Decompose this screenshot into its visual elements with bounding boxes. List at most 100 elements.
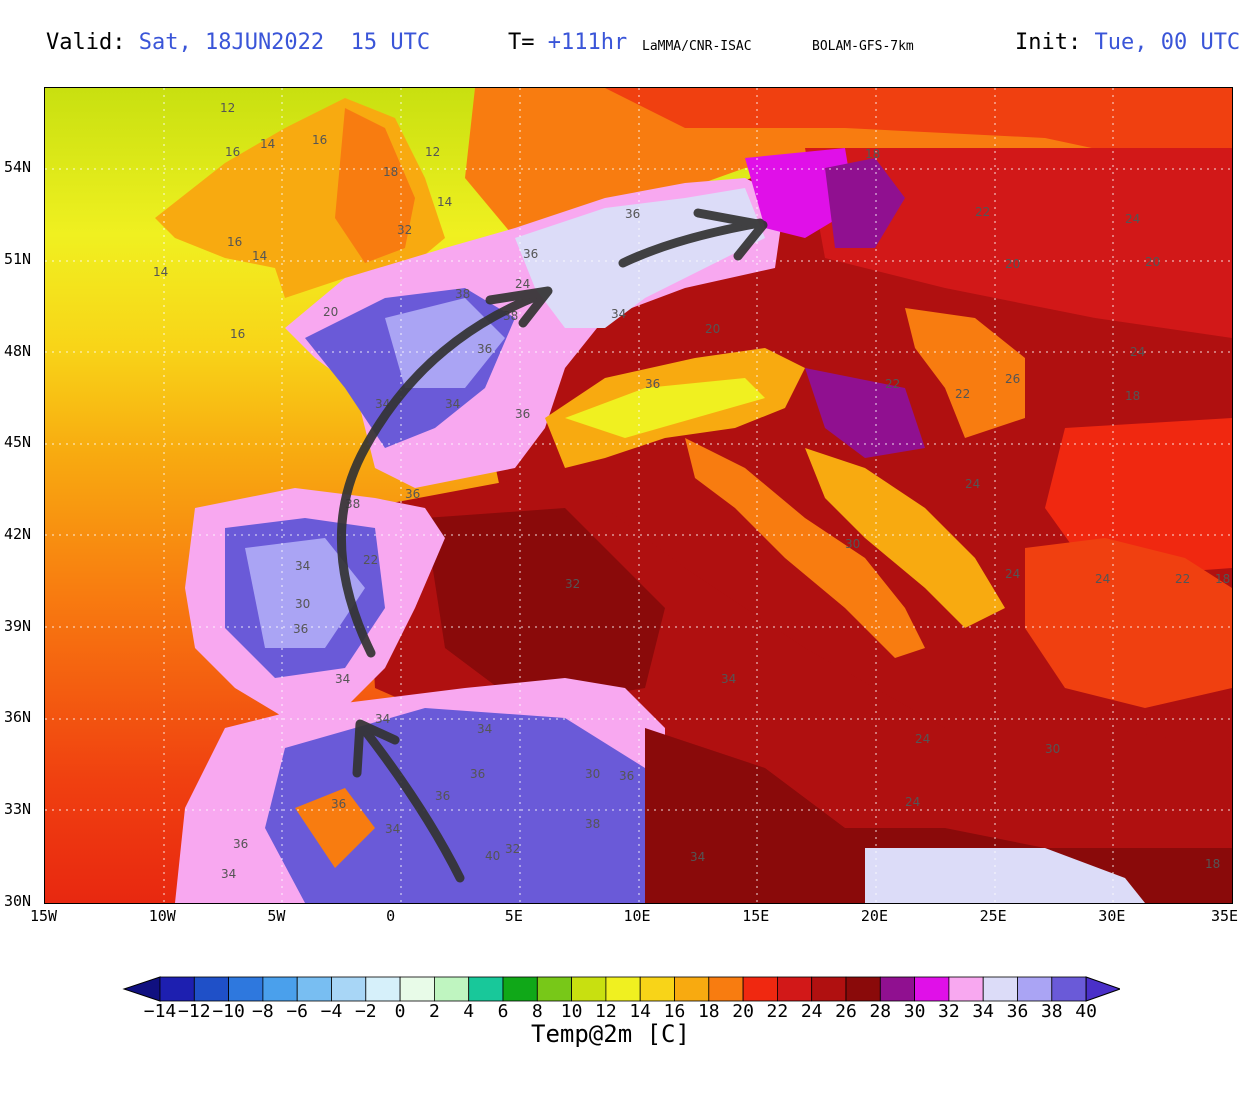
map-svg: 12 16 14 16 12 18 14 16 14 14 32 36 36 38 36 34 38 34 36 36…	[45, 88, 1232, 903]
contour-label: 34	[221, 867, 236, 881]
lon-tick-label: 5E	[504, 907, 523, 925]
lat-tick-label: 45N	[4, 433, 32, 451]
colorbar-tick-label: 26	[835, 1001, 857, 1022]
contour-label: 20	[1005, 257, 1020, 271]
colorbar-swatch	[159, 976, 195, 1002]
arrowhead-germany	[693, 208, 768, 261]
contour-label: 24	[1125, 212, 1140, 226]
colorbar-tick-label: −2	[354, 1001, 377, 1022]
contour-label: 30	[295, 597, 310, 611]
contour-label: 14	[153, 265, 168, 279]
contour-label: 34	[375, 712, 390, 726]
t-label: T=	[508, 30, 535, 55]
colorbar-title: Temp@2m [C]	[531, 1020, 690, 1048]
contour-label: 12	[220, 101, 235, 115]
contour-label: 24	[965, 477, 980, 491]
contour-label: 24	[515, 277, 530, 291]
colorbar-swatch	[468, 976, 504, 1002]
colorbar-tick-label: 10	[560, 1001, 583, 1022]
arrow-spain-france	[336, 288, 550, 658]
contour-label: 20	[1145, 255, 1160, 269]
contour-label: 34	[295, 559, 310, 573]
colorbar-tick-label: 34	[972, 1001, 995, 1022]
valid-time: Valid: Sat, 18JUN2022 15 UTC	[46, 30, 430, 55]
forecast-hour: T= +111hr	[508, 30, 627, 55]
colorbar-tick-label: −10	[212, 1001, 245, 1022]
colorbar-tick-label: 40	[1075, 1001, 1097, 1022]
arrowhead-spain-france	[485, 286, 553, 328]
contour-label: 36	[619, 769, 634, 783]
contour-label: 30	[845, 537, 860, 551]
contour-label: 34	[477, 722, 492, 736]
lon-tick-label: 15W	[30, 907, 58, 925]
black-sea-field	[1045, 418, 1232, 578]
turkey-field	[1025, 538, 1232, 708]
colorbar-tick-label: 4	[463, 1001, 475, 1022]
contour-label: 14	[252, 249, 267, 263]
colorbar-swatch	[571, 976, 607, 1002]
init-label: Init:	[1015, 30, 1082, 55]
lon-tick-label: 0	[386, 907, 396, 925]
contour-label: 20	[705, 322, 720, 336]
colorbar-tick-label: −14	[143, 1001, 177, 1022]
contour-label: 36	[515, 407, 530, 421]
arrow-germany	[618, 218, 765, 268]
contour-label: 26	[1005, 372, 1020, 386]
contour-label: 18	[1215, 572, 1230, 586]
balkan-field	[805, 448, 1005, 628]
contour-label: 22	[363, 553, 378, 567]
atlas-field	[295, 788, 375, 868]
colorbar-under-arrow	[122, 976, 161, 1002]
contour-label: 22	[885, 377, 900, 391]
contour-label: 34	[385, 822, 400, 836]
pannonia-field	[805, 368, 925, 458]
contour-label: 34	[690, 850, 705, 864]
egypt-field	[865, 848, 1145, 903]
contour-label: 18	[865, 147, 880, 161]
colorbar-tick-label: 22	[766, 1001, 789, 1022]
contour-label: 36	[625, 207, 640, 221]
contour-label: 24	[1095, 572, 1110, 586]
source-label: LaMMA/CNR-ISAC	[642, 39, 752, 54]
contour-label: 24	[915, 732, 930, 746]
colorbar-tick-label: −12	[178, 1001, 211, 1022]
lon-tick-label: 10W	[148, 907, 176, 925]
colorbar-swatch	[777, 976, 813, 1002]
lon-tick-label: 20E	[860, 907, 888, 925]
colorbar-swatch	[536, 976, 572, 1002]
valid-label: Valid:	[46, 30, 126, 55]
east-europe-field	[805, 148, 1232, 338]
colorbar-over-arrow	[1085, 976, 1120, 1002]
lat-tick-label: 54N	[4, 158, 32, 176]
contour-label: 20	[323, 305, 338, 319]
colorbar-swatch	[982, 976, 1018, 1002]
contour-label: 24	[1130, 345, 1145, 359]
lat-tick-label: 36N	[4, 708, 32, 726]
airflow-arrows	[336, 208, 768, 883]
colorbar-tick-label: −8	[252, 1001, 274, 1022]
contour-label: 38	[585, 817, 600, 831]
colorbar-swatch	[1017, 976, 1053, 1002]
libya-field	[645, 728, 1232, 903]
iberia-core-2	[245, 538, 365, 648]
init-time: Init: Tue, 00 UTC	[1015, 30, 1240, 55]
colorbar-tick-label: 12	[595, 1001, 617, 1022]
lon-tick-label: 35E	[1211, 907, 1239, 925]
colorbar-swatch	[742, 976, 778, 1002]
colorbar-swatch	[502, 976, 538, 1002]
contour-label: 12	[425, 145, 440, 159]
colorbar-swatch	[879, 976, 915, 1002]
contour-label: 36	[405, 487, 420, 501]
contour-label: 18	[1125, 389, 1140, 403]
contour-label: 22	[975, 205, 990, 219]
valid-value: Sat, 18JUN2022 15 UTC	[138, 30, 431, 55]
contour-label: 38	[455, 287, 470, 301]
colorbar-swatch	[948, 976, 984, 1002]
colorbar	[122, 976, 1120, 1002]
contour-label: 30	[585, 767, 600, 781]
lon-tick-label: 30E	[1098, 907, 1126, 925]
contour-label: 16	[225, 145, 240, 159]
colorbar-tick-label: −4	[320, 1001, 343, 1022]
colorbar-tick-label: 20	[732, 1001, 754, 1022]
colorbar-tick-label: 38	[1040, 1001, 1063, 1022]
